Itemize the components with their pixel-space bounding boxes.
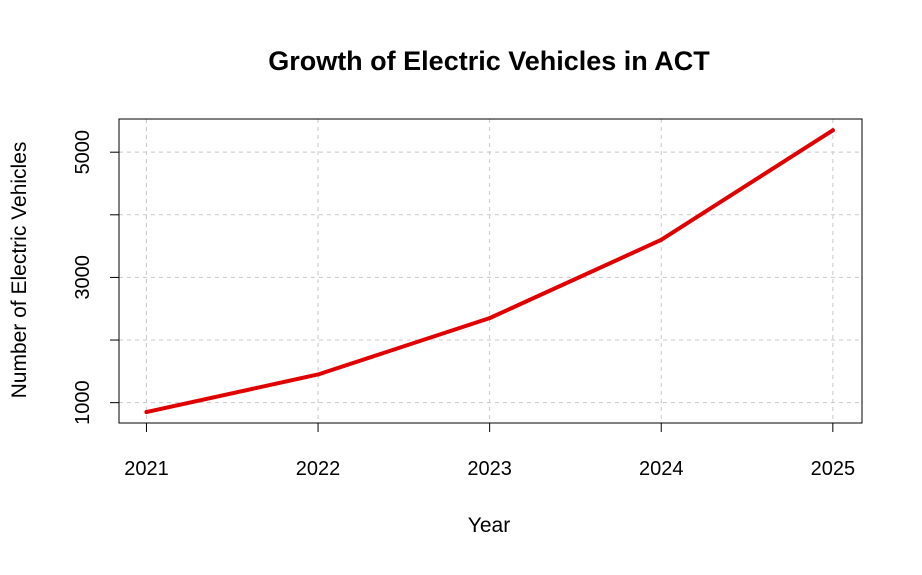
x-tick-label: 2021 — [124, 458, 169, 480]
x-tick-label: 2025 — [811, 458, 856, 480]
y-axis-label: Number of Electric Vehicles — [8, 142, 31, 399]
x-tick-label: 2022 — [296, 458, 341, 480]
axes — [118, 118, 863, 424]
ticks: 2021 2022 2023 2024 2025 1000 3000 5000 — [72, 130, 855, 480]
x-axis-label: Year — [468, 514, 510, 537]
data-point — [487, 316, 492, 321]
y-tick-label: 5000 — [72, 130, 94, 175]
series — [144, 128, 835, 415]
plot-frame — [118, 118, 863, 424]
x-tick-label: 2023 — [467, 458, 512, 480]
data-point — [144, 410, 149, 415]
y-tick-label: 3000 — [72, 255, 94, 300]
y-tick-label: 1000 — [72, 380, 94, 425]
x-tick-label: 2024 — [639, 458, 684, 480]
chart-title: Growth of Electric Vehicles in ACT — [268, 46, 710, 76]
data-point — [316, 372, 321, 377]
data-point — [830, 128, 835, 133]
grid — [119, 119, 862, 423]
data-point — [659, 237, 664, 242]
